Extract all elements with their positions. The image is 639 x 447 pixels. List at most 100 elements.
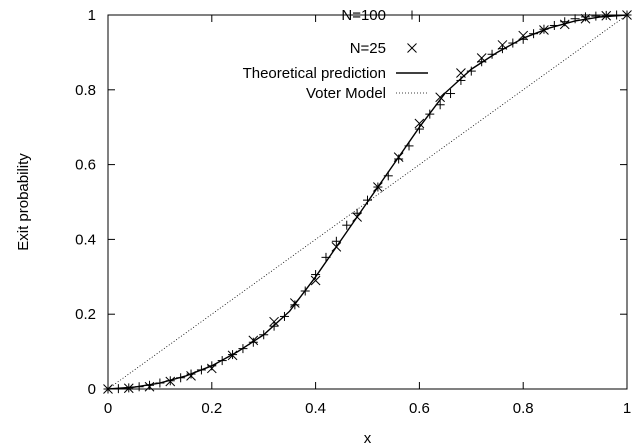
n100-point bbox=[549, 20, 559, 30]
n100-point bbox=[155, 378, 165, 388]
n100-point bbox=[383, 171, 393, 181]
cross-b bbox=[497, 40, 508, 50]
n25-point bbox=[248, 335, 259, 346]
cross-b bbox=[352, 212, 362, 222]
n25-point bbox=[559, 19, 570, 30]
n25-point bbox=[497, 40, 508, 50]
cross-b bbox=[331, 242, 342, 252]
n100-point bbox=[145, 380, 155, 390]
cross-b bbox=[476, 53, 487, 63]
legend-cross-marker bbox=[407, 43, 417, 53]
n25-point bbox=[352, 212, 362, 222]
n100-point bbox=[591, 11, 601, 21]
n25-point bbox=[414, 118, 425, 129]
x-tick-label: 0.2 bbox=[201, 400, 222, 417]
cross-b bbox=[289, 298, 300, 308]
n25-point bbox=[373, 182, 383, 192]
n25-point bbox=[123, 383, 134, 394]
n100-point bbox=[414, 124, 424, 134]
cross-b bbox=[456, 68, 466, 78]
n100-point bbox=[321, 252, 331, 262]
n100-point bbox=[425, 109, 435, 119]
n100-point bbox=[196, 365, 206, 375]
n100-point bbox=[570, 14, 580, 24]
n100-point bbox=[134, 382, 144, 392]
n100-point bbox=[165, 376, 175, 386]
n100-point bbox=[404, 141, 414, 151]
n25-point bbox=[269, 316, 279, 327]
n25-point bbox=[601, 10, 612, 21]
legend-label-voter-model: Voter Model bbox=[306, 85, 386, 102]
cross-b bbox=[414, 118, 425, 129]
cross-b bbox=[165, 376, 176, 387]
n100-point bbox=[176, 373, 186, 383]
axis-ticks bbox=[107, 14, 628, 390]
legend-key-n100 bbox=[407, 10, 417, 20]
n25-point bbox=[331, 242, 342, 252]
n100-point bbox=[259, 330, 269, 340]
n100-point bbox=[466, 66, 476, 76]
n100-point bbox=[363, 195, 372, 205]
y-tick-label: 0.8 bbox=[75, 82, 96, 99]
y-tick-label: 0 bbox=[88, 381, 96, 398]
x-axis-label: x bbox=[364, 430, 372, 447]
x-tick-label: 0.6 bbox=[409, 400, 430, 417]
n100-point bbox=[300, 286, 310, 296]
n25-point bbox=[580, 13, 591, 24]
legend: N=100 N=25 Theoretical prediction Voter … bbox=[243, 7, 428, 102]
n100-point bbox=[580, 12, 590, 22]
n25-point bbox=[289, 298, 300, 308]
cross-b bbox=[601, 10, 612, 21]
n100-point bbox=[217, 356, 227, 366]
cross-b bbox=[518, 30, 529, 41]
n25-point bbox=[539, 25, 549, 35]
n100-point bbox=[446, 89, 456, 99]
n100-point bbox=[518, 34, 528, 44]
n100-point bbox=[435, 100, 445, 110]
n100-point bbox=[394, 154, 404, 164]
n100-point bbox=[529, 29, 539, 39]
cross-b bbox=[435, 92, 446, 103]
cross-b bbox=[559, 19, 570, 30]
n100-point bbox=[186, 369, 196, 379]
n100-point bbox=[508, 38, 518, 48]
n100-point bbox=[352, 208, 362, 218]
n100-point bbox=[477, 57, 487, 67]
n100-point bbox=[279, 311, 289, 321]
n100-point bbox=[456, 75, 466, 85]
legend-label-n100: N=100 bbox=[341, 7, 386, 24]
n25-point bbox=[393, 152, 404, 162]
y-tick-label: 0.2 bbox=[75, 306, 96, 323]
y-tick-label: 1 bbox=[88, 7, 96, 24]
cross-b bbox=[310, 275, 321, 286]
y-tick-label: 0.6 bbox=[75, 157, 96, 174]
plot-marks bbox=[103, 10, 632, 394]
n100-point bbox=[497, 44, 507, 54]
cross-b bbox=[186, 371, 196, 381]
y-tick-label: 0.4 bbox=[75, 231, 96, 248]
cross-b bbox=[393, 152, 404, 162]
n100-point bbox=[248, 337, 258, 347]
cross-b bbox=[227, 350, 238, 361]
n100-point bbox=[269, 321, 279, 331]
n25-point bbox=[310, 275, 321, 286]
n25-point bbox=[227, 350, 238, 361]
cross-b bbox=[206, 363, 217, 374]
cross-b bbox=[373, 182, 383, 192]
legend-label-theoretical: Theoretical prediction bbox=[243, 65, 386, 82]
y-axis-label: Exit probability bbox=[15, 153, 32, 251]
legend-label-n25: N=25 bbox=[350, 40, 386, 57]
n100-point bbox=[331, 236, 341, 246]
n25-point bbox=[144, 381, 155, 392]
n25-point bbox=[518, 30, 529, 41]
cross-b bbox=[580, 13, 591, 24]
n25-point bbox=[186, 371, 196, 381]
cross-b bbox=[407, 43, 417, 53]
n25-point bbox=[206, 363, 217, 374]
n100-point bbox=[238, 344, 248, 354]
x-tick-label: 1 bbox=[623, 400, 631, 417]
n100-point bbox=[539, 24, 549, 34]
legend-key-n25 bbox=[407, 43, 417, 53]
n25-point bbox=[435, 92, 446, 103]
